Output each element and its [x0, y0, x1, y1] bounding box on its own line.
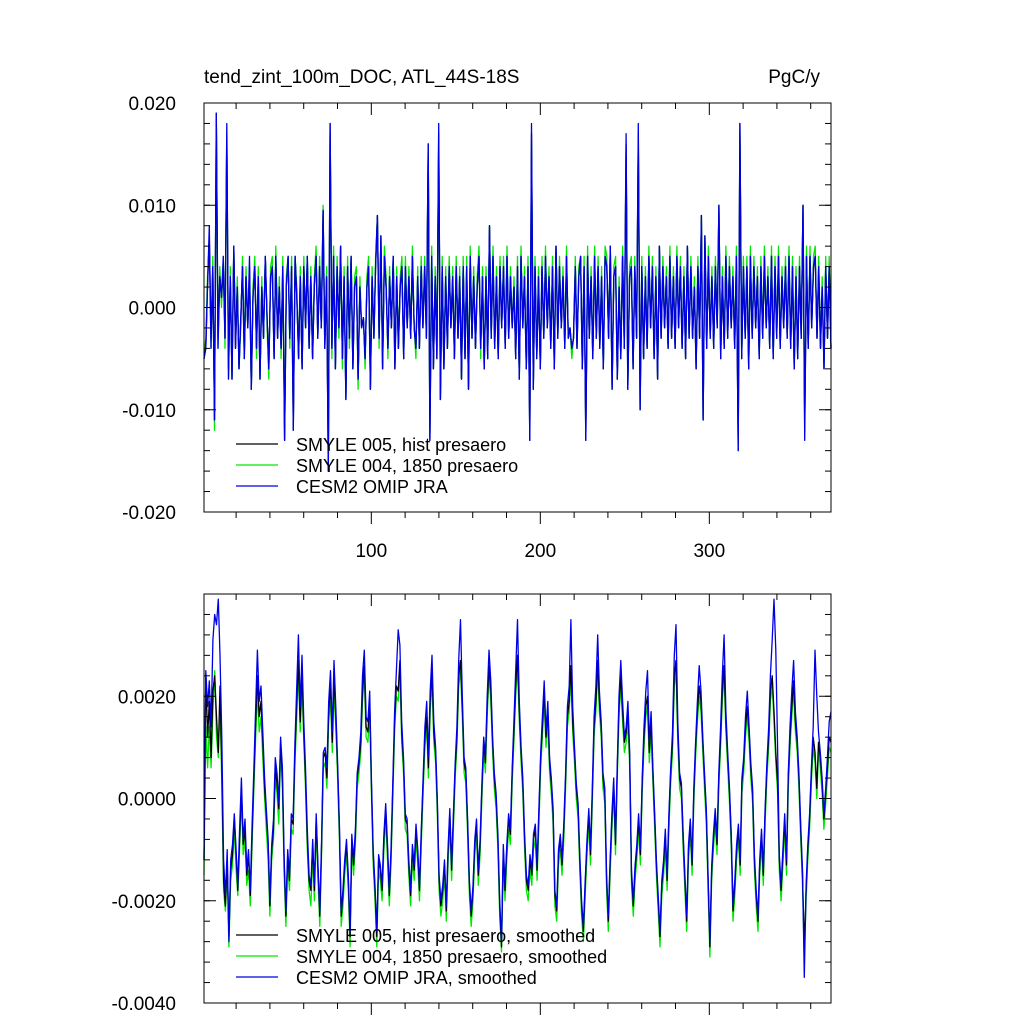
- x-tick-label: 300: [693, 541, 725, 562]
- series-lines: [203, 598, 832, 979]
- series-lines: [203, 112, 832, 472]
- y-tick-label: -0.0040: [112, 994, 176, 1015]
- panel-smoothed: -0.0040 -0.0020 0.0000 0.0020 SMYLE 005, hi…: [112, 593, 832, 1015]
- legend-label: SMYLE 004, 1850 presaero, smoothed: [296, 947, 607, 967]
- panel-raw: tend_zint_100m_DOC, ATL_44S-18S PgC/y -0…: [122, 67, 832, 562]
- y-tick-label: 0.0020: [118, 687, 176, 708]
- chart-units: PgC/y: [768, 67, 820, 88]
- legend-label: SMYLE 005, hist presaero: [296, 435, 506, 455]
- legend-label: SMYLE 005, hist presaero, smoothed: [296, 926, 595, 946]
- x-tick-label: 100: [355, 541, 387, 562]
- y-tick-label: 0.0000: [118, 790, 176, 811]
- y-tick-label: -0.020: [122, 503, 176, 524]
- axes: -0.020 -0.010 0.000 0.010 0.020 100 200 300: [122, 94, 831, 562]
- legend-label: CESM2 OMIP JRA, smoothed: [296, 968, 537, 988]
- x-tick-label: 200: [524, 541, 556, 562]
- axes: -0.0040 -0.0020 0.0000 0.0020: [112, 593, 831, 1015]
- y-tick-label: 0.010: [128, 196, 176, 217]
- y-tick-label: 0.000: [128, 299, 176, 320]
- y-tick-label: -0.0020: [112, 892, 176, 913]
- series-line-2: [203, 112, 832, 472]
- chart-title: tend_zint_100m_DOC, ATL_44S-18S: [204, 67, 519, 88]
- series-line-2: [203, 598, 832, 979]
- series-line-1: [203, 664, 832, 958]
- y-tick-label: 0.020: [128, 94, 176, 115]
- legend-label: CESM2 OMIP JRA: [296, 477, 448, 497]
- legend-label: SMYLE 004, 1850 presaero: [296, 456, 518, 476]
- legend: SMYLE 005, hist presaero, smoothedSMYLE …: [236, 926, 607, 988]
- y-tick-label: -0.010: [122, 401, 176, 422]
